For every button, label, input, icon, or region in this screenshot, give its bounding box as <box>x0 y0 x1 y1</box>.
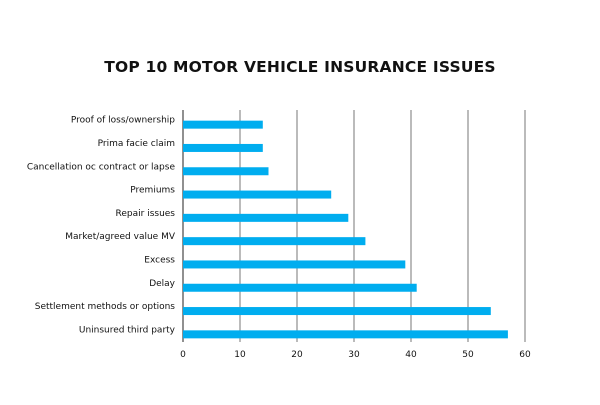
bar <box>183 330 508 339</box>
category-label: Market/agreed value MV <box>65 232 176 242</box>
category-label: Excess <box>144 255 175 265</box>
bar <box>183 190 332 199</box>
gridlines <box>182 110 526 342</box>
category-label: Repair issues <box>116 209 176 219</box>
x-tick-label: 60 <box>519 350 531 360</box>
bar <box>183 283 417 292</box>
x-tick-label: 40 <box>405 350 417 360</box>
bar <box>183 120 263 129</box>
x-tick-label: 0 <box>180 350 186 360</box>
x-tick-label: 20 <box>291 350 303 360</box>
category-label: Delay <box>149 279 175 289</box>
category-label: Prima facie claim <box>98 139 175 149</box>
bar <box>183 213 349 222</box>
bar <box>183 143 263 152</box>
x-tick-label: 50 <box>462 350 474 360</box>
x-tick-label: 30 <box>348 350 360 360</box>
bar <box>183 260 406 269</box>
category-label: Settlement methods or options <box>35 302 176 312</box>
bar <box>183 167 269 176</box>
chart-title: TOP 10 MOTOR VEHICLE INSURANCE ISSUES <box>104 58 496 76</box>
x-tick-label: 10 <box>234 350 246 360</box>
category-label: Uninsured third party <box>79 325 176 335</box>
bar <box>183 237 366 246</box>
category-label: Proof of loss/ownership <box>71 116 175 126</box>
x-axis: 0 10 20 30 40 50 60 <box>180 350 531 360</box>
category-labels: Proof of loss/ownership Prima facie claim… <box>27 116 176 336</box>
category-label: Premiums <box>130 186 175 196</box>
bar <box>183 307 491 316</box>
bars <box>183 120 508 339</box>
category-label: Cancellation oc contract or lapse <box>27 162 176 172</box>
